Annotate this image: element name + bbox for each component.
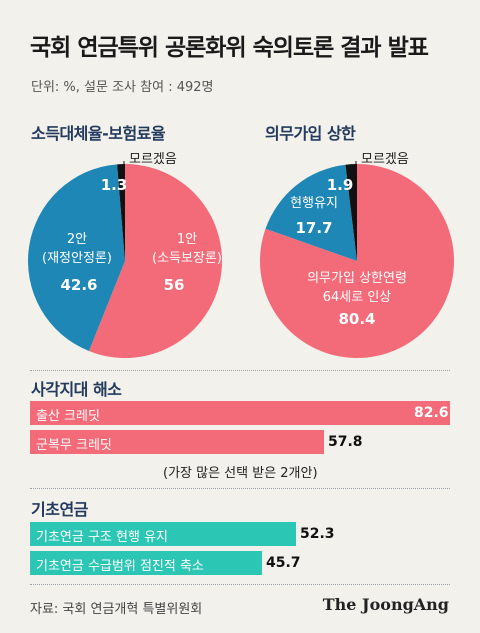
pie2-slice-2: [345, 164, 357, 261]
pie2-slice-0-value: 80.4: [338, 310, 375, 328]
bar2-category-1: 기초연금 수급범위 점진적 축소: [36, 559, 204, 574]
bar2-value-1: 45.7: [266, 554, 301, 571]
pie1-slice-0-label: 1안: [177, 232, 197, 247]
pie1-slice-1-value: 42.6: [60, 276, 97, 294]
bar1-bar-0: [30, 401, 450, 425]
bar1-value-1: 57.8: [328, 433, 363, 450]
pie1-slice-2: [117, 164, 125, 261]
pie2-slice-0: [260, 164, 454, 358]
pie2-slice-2-value: 1.9: [327, 176, 354, 194]
pie2-slice-0-label: 의무가입 상한연령: [307, 271, 407, 286]
bar1-bar-1: [30, 430, 324, 454]
pie1-slice-2-value: 1.3: [101, 176, 128, 194]
brand-logo: The JoongAng: [322, 595, 449, 614]
pie1-slice-0: [88, 163, 223, 359]
pie1-slice-0-sub: (소득보장론): [152, 251, 222, 266]
pie2-title: 의무가입 상한: [265, 124, 356, 143]
pie1-unknown-label: 모르겠음: [129, 152, 177, 167]
bar2-bar-1: [30, 551, 262, 575]
bar1-title: 사각지대 해소: [31, 380, 122, 399]
page-title: 국회 연금특위 공론화위 숙의토론 결과 발표: [30, 35, 429, 61]
bar2-category-0: 기초연금 구조 현행 유지: [36, 530, 168, 545]
pie1-slice-1-sub: (재정안정론): [42, 251, 112, 266]
pie2-slice-0-sub: 64세로 인상: [323, 290, 392, 305]
bar2-title: 기초연금: [31, 500, 88, 519]
pie1-slice-1: [28, 164, 125, 352]
bar2-bar-0: [30, 522, 296, 546]
divider-2: [30, 488, 450, 489]
bar1-note: (가장 많은 선택 받은 2개안): [163, 466, 318, 481]
source-note: 자료: 국회 연금개혁 특별위원회: [30, 602, 203, 617]
pie2-unknown-label: 모르겠음: [361, 152, 409, 167]
pie1-slice-1-label: 2안: [67, 232, 87, 247]
pie2-slice-1-value: 17.7: [295, 219, 332, 237]
pie1-title: 소득대체율-보험료율: [31, 124, 166, 143]
divider-3: [30, 584, 450, 585]
pie1-slice-0-value: 56: [164, 276, 185, 294]
bar1-category-0: 출산 크레딧: [36, 409, 100, 424]
pie2-slice-1: [265, 164, 357, 261]
bar2-value-0: 52.3: [300, 525, 335, 542]
bar1-value-0: 82.6: [414, 404, 449, 421]
unit-note: 단위: %, 설문 조사 참여 : 492명: [31, 80, 214, 95]
divider-1: [30, 370, 450, 371]
pie2-slice-1-label: 현행유지: [290, 195, 338, 211]
bar1-category-1: 군복무 크레딧: [36, 438, 112, 453]
